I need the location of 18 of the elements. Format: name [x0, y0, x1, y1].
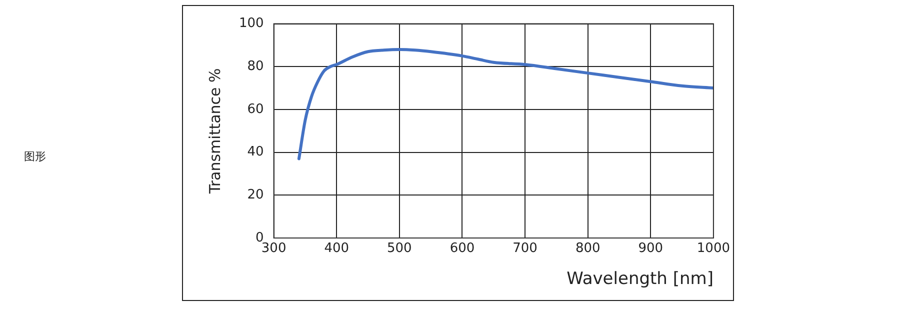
x-tick-label: 400 [324, 241, 350, 256]
y-axis-title: Transmittance % [206, 68, 224, 195]
x-tick-label: 600 [450, 241, 475, 256]
y-tick-label: 100 [238, 16, 264, 32]
x-tick-label: 700 [512, 241, 538, 256]
y-tick-label: 20 [247, 188, 264, 203]
x-tick-label: 300 [261, 241, 286, 256]
text: 图形 [24, 149, 46, 164]
y-tick-label: 40 [247, 144, 264, 160]
y-tick-label: 0 [256, 230, 264, 246]
x-tick-label: 500 [387, 241, 412, 256]
y-tick-label: 80 [247, 59, 264, 74]
x-tick-label: 900 [638, 241, 664, 256]
x-tick-label: 800 [575, 241, 600, 256]
line-series [297, 48, 714, 160]
x-tick-label: 1000 [696, 241, 730, 256]
y-tick-label: 60 [247, 102, 264, 117]
x-axis-title: Wavelength [nm] [566, 269, 714, 290]
